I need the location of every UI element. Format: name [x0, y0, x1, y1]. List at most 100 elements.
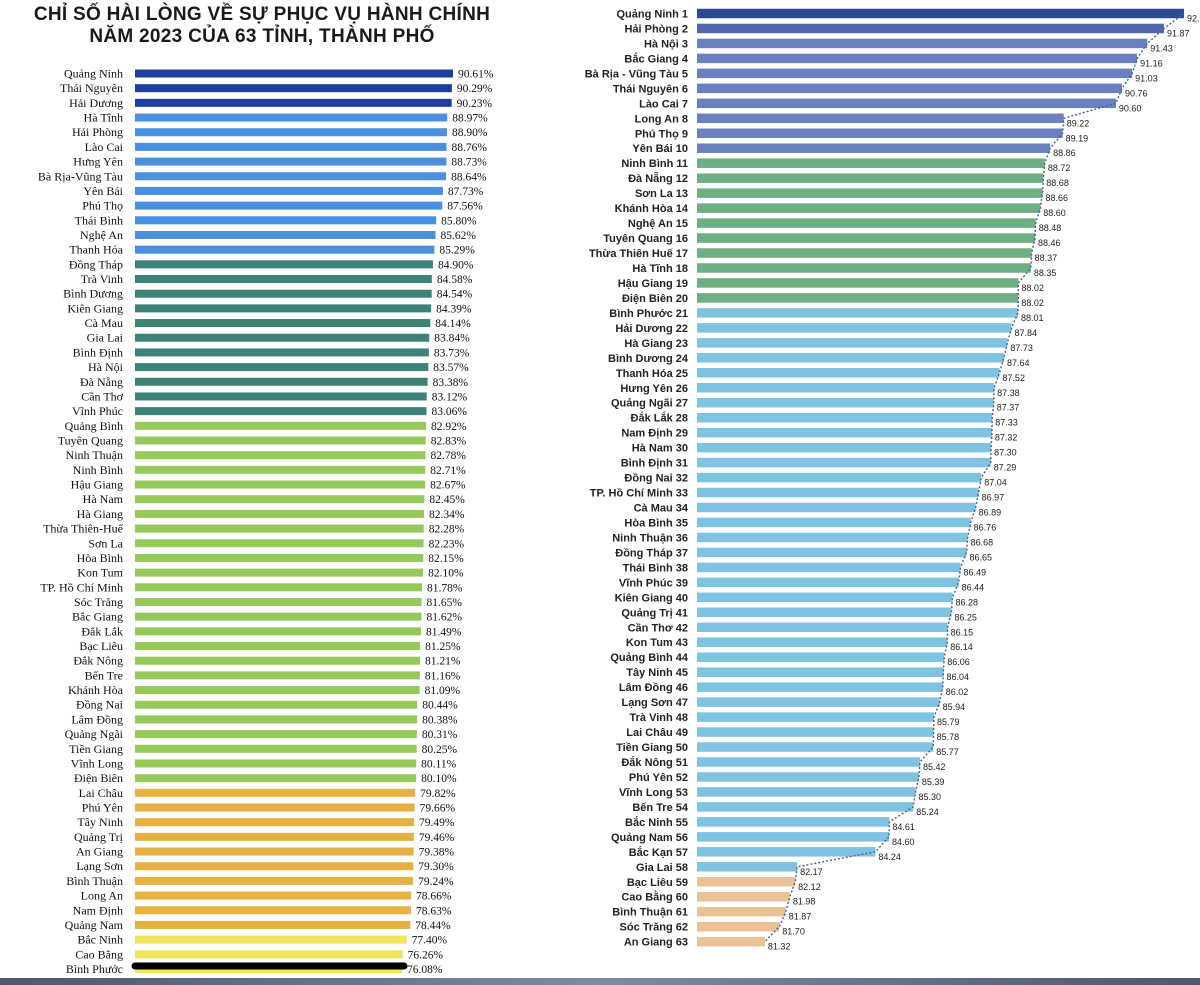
- bar: [135, 69, 453, 78]
- bar: [135, 407, 427, 416]
- bar: [697, 83, 1122, 94]
- value-label: 82.78%: [431, 450, 467, 462]
- value-label: 88.37: [1035, 253, 1058, 263]
- value-label: 84.39%: [436, 303, 472, 315]
- category-label: Cà Mau 34: [634, 503, 689, 515]
- category-label: Phú Thọ 9: [635, 128, 688, 140]
- value-label: 78.66%: [416, 891, 452, 903]
- value-label: 91.16: [1140, 58, 1163, 68]
- bar: [697, 697, 940, 707]
- bar: [135, 98, 452, 107]
- value-label: 82.45%: [429, 494, 465, 506]
- value-label: 86.97: [982, 493, 1005, 503]
- bar: [697, 158, 1045, 168]
- value-label: 86.68: [971, 537, 994, 547]
- category-label: Bến Tre: [85, 668, 123, 682]
- bar: [135, 612, 422, 621]
- bar: [135, 583, 423, 592]
- value-label: 80.11%: [421, 758, 456, 770]
- value-label: 87.73: [1010, 343, 1033, 353]
- bar: [135, 744, 417, 753]
- value-label: 81.70: [782, 927, 805, 937]
- category-label: Hải Phòng 2: [624, 23, 688, 35]
- bar: [697, 173, 1044, 183]
- bar: [135, 524, 424, 533]
- category-label: Bà Rịa-Vũng Tàu: [38, 169, 123, 183]
- category-label: Lâm Đồng: [71, 712, 123, 726]
- value-label: 80.31%: [422, 729, 458, 741]
- category-label: Hà Nam: [83, 492, 124, 506]
- bar: [697, 113, 1064, 124]
- bar: [697, 906, 786, 917]
- bar: [135, 319, 431, 328]
- bar: [135, 84, 452, 93]
- bar: [135, 935, 407, 944]
- category-label: Bình Dương 24: [608, 353, 689, 365]
- value-label: 85.30: [918, 792, 941, 802]
- value-label: 83.57%: [433, 362, 469, 374]
- category-label: Phú Thọ: [82, 199, 123, 213]
- value-label: 83.12%: [432, 391, 468, 403]
- left-satisfaction-chart: CHỈ SỐ HÀI LÒNG VỀ SỰ PHỤC VỤ HÀNH CHÍNH…: [34, 3, 494, 985]
- bar: [135, 553, 424, 562]
- value-label: 86.76: [974, 522, 997, 532]
- category-label: Điện Biên: [74, 771, 123, 785]
- category-label: Vĩnh Phúc 39: [619, 577, 688, 589]
- bar: [697, 248, 1032, 258]
- category-label: Bắc Kạn 57: [629, 846, 688, 859]
- bar: [135, 671, 420, 680]
- bar: [697, 263, 1031, 273]
- value-label: 79.24%: [418, 876, 454, 888]
- value-label: 87.73%: [448, 186, 484, 198]
- category-label: Đắk Lắk 28: [631, 412, 688, 425]
- value-label: 86.28: [956, 597, 979, 607]
- bar: [135, 891, 412, 900]
- value-label: 85.94: [943, 702, 966, 712]
- bar: [135, 597, 422, 606]
- bar: [697, 817, 890, 827]
- value-label: 90.61%: [458, 69, 494, 81]
- bar: [135, 950, 403, 959]
- category-label: Sóc Trăng 62: [620, 922, 688, 934]
- category-label: Cà Mau: [85, 316, 123, 330]
- category-label: Hải Dương 22: [615, 323, 688, 335]
- category-label: Tây Ninh 45: [626, 667, 688, 679]
- category-label: Trà Vinh 48: [630, 712, 689, 724]
- bar: [135, 686, 420, 695]
- value-label: 85.79: [937, 717, 960, 727]
- bar: [135, 906, 411, 915]
- category-label: Lào Cai: [85, 140, 124, 154]
- category-label: Cao Bằng 60: [621, 891, 688, 904]
- bar: [697, 652, 945, 662]
- value-label: 84.24: [878, 852, 901, 862]
- bar: [135, 539, 424, 548]
- value-label: 80.44%: [422, 700, 458, 712]
- value-label: 90.60: [1119, 103, 1142, 113]
- bar: [697, 891, 790, 902]
- category-label: Tuyên Quang: [58, 434, 123, 448]
- value-label: 88.66: [1046, 193, 1069, 203]
- bar: [135, 201, 443, 210]
- category-label: Thái Nguyên: [60, 81, 123, 95]
- value-label: 87.84: [1015, 328, 1038, 338]
- category-label: Phú Yên 52: [629, 772, 688, 784]
- value-label: 86.14: [950, 642, 973, 652]
- bar: [697, 383, 995, 393]
- category-label: Điện Biên 20: [622, 293, 688, 305]
- bar: [697, 862, 798, 872]
- category-label: Hưng Yên 26: [620, 383, 688, 395]
- category-label: Bình Thuận: [66, 874, 123, 888]
- category-label: Lai Châu: [79, 786, 123, 800]
- bar: [697, 757, 920, 767]
- value-label: 86.49: [963, 567, 986, 577]
- value-label: 80.10%: [421, 773, 457, 785]
- category-label: Lạng Sơn 47: [622, 697, 689, 709]
- value-label: 90.76: [1125, 88, 1148, 98]
- value-label: 81.98: [793, 897, 816, 907]
- value-label: 81.65%: [427, 597, 463, 609]
- value-label: 87.38: [997, 388, 1020, 398]
- category-label: Gia Lai: [87, 331, 124, 345]
- bar: [697, 412, 993, 423]
- category-label: Bình Phước 21: [609, 308, 688, 320]
- trend-dotted-line: [764, 12, 1185, 943]
